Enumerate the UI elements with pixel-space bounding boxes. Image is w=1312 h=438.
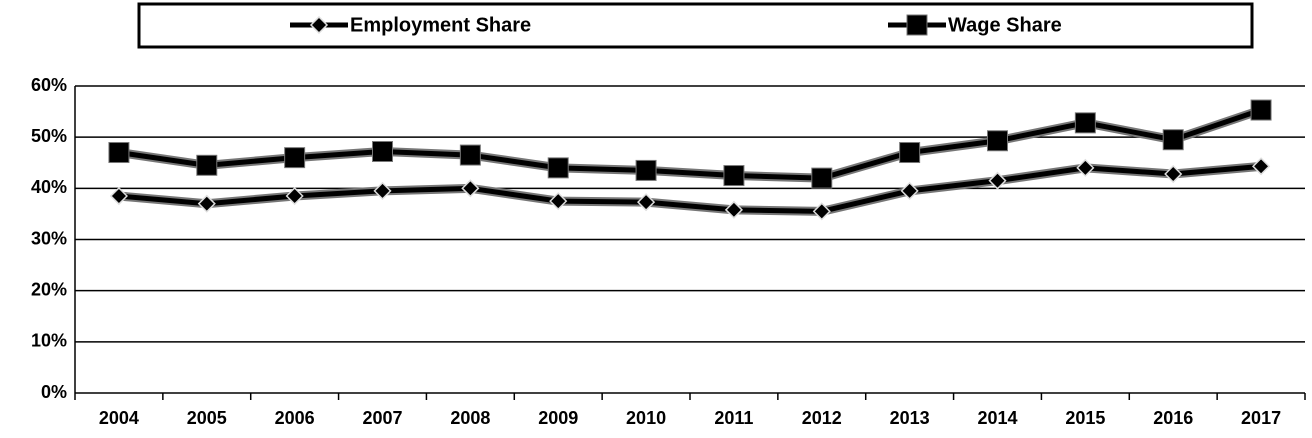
x-tick-label: 2008 — [450, 408, 490, 428]
point — [108, 142, 130, 164]
point — [285, 186, 304, 206]
y-tick-label: 0% — [41, 382, 67, 402]
y-tick-label: 30% — [31, 228, 67, 248]
point — [196, 154, 218, 176]
x-tick-label: 2016 — [1153, 408, 1193, 428]
x-tick-label: 2014 — [977, 408, 1017, 428]
point — [1076, 158, 1095, 177]
y-tick-label: 40% — [31, 177, 67, 197]
point — [811, 167, 833, 189]
point — [461, 179, 480, 198]
x-tick-label: 2007 — [362, 408, 402, 428]
point — [197, 194, 216, 213]
point — [900, 181, 919, 200]
y-tick-label: 50% — [31, 126, 67, 146]
x-tick-label: 2006 — [275, 408, 315, 428]
point — [899, 142, 921, 164]
point — [284, 147, 306, 169]
x-tick-label: 2015 — [1065, 408, 1105, 428]
point — [549, 192, 568, 211]
y-tick-label: 10% — [31, 331, 67, 351]
point — [723, 165, 745, 187]
point — [812, 202, 831, 221]
point — [988, 171, 1007, 190]
legend-marker — [906, 14, 928, 36]
point — [1162, 129, 1184, 151]
legend-label: Employment Share — [350, 14, 531, 36]
x-tick-label: 2013 — [890, 408, 930, 428]
point — [987, 130, 1008, 152]
x-tick-label: 2009 — [538, 408, 578, 428]
point — [1250, 99, 1272, 121]
point — [724, 200, 743, 219]
series-line-core — [118, 107, 1262, 181]
point — [372, 140, 393, 162]
point — [635, 159, 657, 181]
series-line-core — [118, 163, 1262, 214]
x-tick-label: 2010 — [626, 408, 666, 428]
point — [547, 157, 569, 179]
point — [1164, 164, 1183, 184]
legend-label: Wage Share — [948, 14, 1062, 36]
x-tick-label: 2017 — [1241, 408, 1281, 428]
point — [109, 186, 128, 206]
y-tick-label: 20% — [31, 279, 67, 299]
point — [373, 181, 392, 200]
x-tick-label: 2012 — [802, 408, 842, 428]
point — [1074, 112, 1096, 134]
x-tick-label: 2011 — [714, 408, 753, 428]
point — [459, 144, 481, 166]
x-tick-label: 2005 — [187, 408, 227, 428]
y-tick-label: 60% — [31, 75, 67, 95]
point — [637, 193, 656, 212]
point — [1252, 157, 1271, 176]
x-tick-label: 2004 — [99, 408, 139, 428]
legend-marker — [309, 15, 329, 35]
